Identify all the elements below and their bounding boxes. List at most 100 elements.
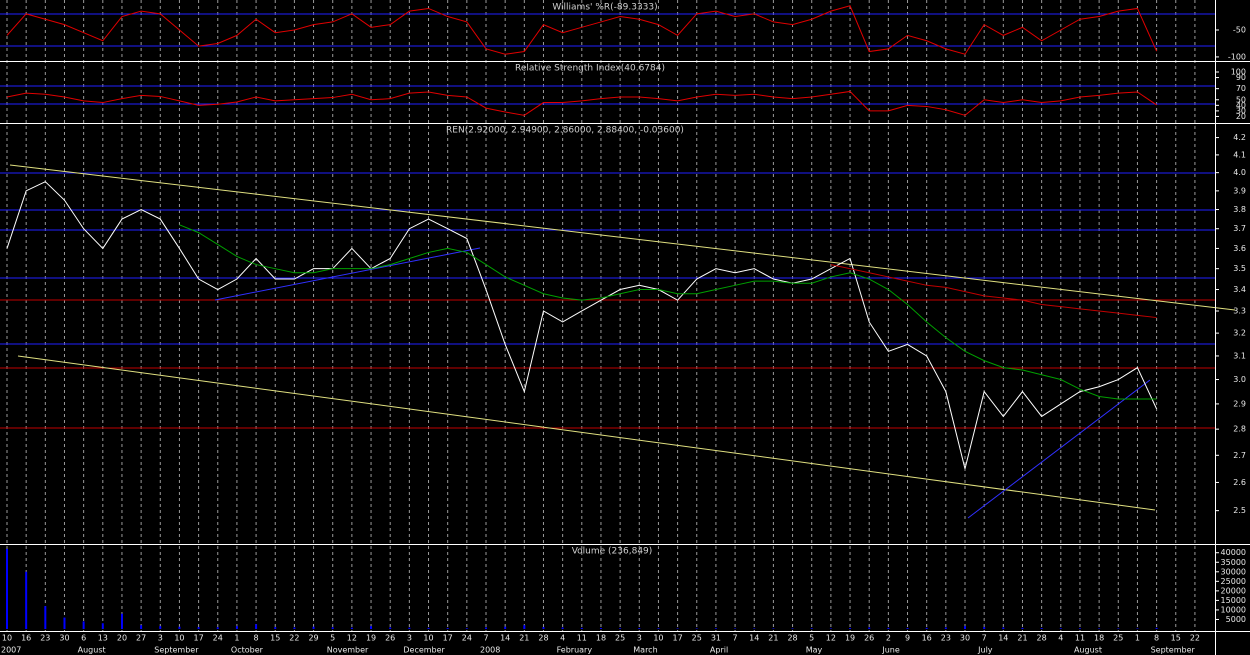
- y-tick-label: 3.8: [1233, 205, 1246, 214]
- x-tick-label: 17: [194, 634, 204, 643]
- x-month-label: March: [633, 646, 657, 655]
- volume-bar: [44, 606, 47, 629]
- y-tick-label: 2.5: [1233, 506, 1246, 515]
- x-tick-label: 23: [941, 634, 951, 643]
- volume-bar: [293, 627, 296, 629]
- y-tick-label: 3.4: [1233, 285, 1246, 294]
- week-grid: [6, 0, 1196, 631]
- y-tick-label: 10000: [1221, 605, 1246, 614]
- y-tick-label: 3.9: [1233, 186, 1246, 195]
- x-tick-label: 28: [1037, 634, 1047, 643]
- x-tick-label: 3: [158, 634, 163, 643]
- x-tick-label: 12: [347, 634, 357, 643]
- x-tick-label: 30: [59, 634, 69, 643]
- x-tick-label: 30: [960, 634, 970, 643]
- x-tick-label: 7: [733, 634, 738, 643]
- volume-bar: [235, 626, 238, 629]
- volume-bar: [370, 626, 373, 629]
- x-tick-label: 1: [234, 634, 239, 643]
- x-tick-label: 15: [270, 634, 280, 643]
- volume-bar: [868, 627, 871, 629]
- volume-bar: [159, 626, 162, 629]
- x-tick-label: 3: [637, 634, 642, 643]
- volume-bar: [1078, 628, 1081, 629]
- panel-title: Volume (236,849): [572, 547, 653, 557]
- volume-bar: [638, 628, 641, 629]
- volume-bar: [331, 627, 334, 629]
- x-tick-label: 11: [577, 634, 587, 643]
- y-tick-label: 2.9: [1233, 399, 1246, 408]
- x-tick-label: 25: [1113, 634, 1123, 643]
- trend-line: [967, 379, 1151, 519]
- volume-bar: [427, 627, 430, 629]
- x-tick-label: 9: [905, 634, 910, 643]
- x-tick-label: 21: [519, 634, 529, 643]
- y-tick-label: 15000: [1221, 596, 1246, 605]
- x-tick-label: 31: [711, 634, 721, 643]
- volume-bar: [714, 628, 717, 629]
- series-line: [179, 224, 1157, 400]
- y-tick-label: 4.1: [1233, 150, 1246, 159]
- volume-bar: [619, 628, 622, 629]
- volume-bar: [485, 627, 487, 629]
- x-tick-label: 6: [81, 634, 86, 643]
- volume-bar: [829, 628, 832, 629]
- y-tick-label: 20000: [1221, 586, 1246, 595]
- x-tick-label: 22: [1190, 634, 1200, 643]
- x-tick-label: 1: [1135, 634, 1140, 643]
- x-tick-label: 4: [1058, 634, 1063, 643]
- y-tick-label: 4.0: [1233, 168, 1246, 177]
- x-tick-label: 12: [826, 634, 836, 643]
- volume-bar: [216, 627, 219, 629]
- volume-bar: [542, 627, 545, 629]
- volume-bar: [695, 628, 698, 629]
- panel-title: Williams' %R(-89.3333): [552, 3, 657, 13]
- y-tick-label: -50: [1233, 26, 1246, 35]
- y-tick-label: 25000: [1221, 577, 1246, 586]
- y-tick-label: 3.0: [1233, 375, 1246, 384]
- volume-bar: [925, 627, 928, 629]
- x-tick-label: 21: [1017, 634, 1027, 643]
- series-line: [6, 181, 1158, 469]
- volume-bar: [676, 628, 679, 629]
- x-tick-label: 5: [330, 634, 335, 643]
- volume-bar: [101, 623, 104, 629]
- x-tick-label: 17: [443, 634, 453, 643]
- x-tick-label: 24: [213, 634, 223, 643]
- x-tick-label: 25: [692, 634, 702, 643]
- x-month-label: February: [557, 646, 593, 655]
- x-tick-label: 10: [2, 634, 12, 643]
- x-tick-label: 5: [809, 634, 814, 643]
- x-tick-label: 18: [596, 634, 606, 643]
- x-tick-label: 22: [289, 634, 299, 643]
- x-tick-label: 3: [407, 634, 412, 643]
- y-tick-label: 100: [1231, 68, 1246, 77]
- x-tick-label: 28: [538, 634, 548, 643]
- x-tick-label: 10: [174, 634, 184, 643]
- x-month-label: September: [1151, 646, 1196, 655]
- volume-bar: [1040, 628, 1043, 629]
- y-tick-label: 30000: [1221, 567, 1246, 576]
- volume-bar: [140, 625, 143, 629]
- volume-bar: [1021, 627, 1024, 629]
- volume-bar: [63, 617, 66, 629]
- y-tick-label: 40000: [1221, 548, 1246, 557]
- y-tick-label: 3.3: [1233, 306, 1246, 315]
- x-tick-label: 20: [117, 634, 127, 643]
- volume-bar: [178, 626, 181, 629]
- y-tick-label: 90: [1236, 73, 1246, 82]
- volume-bar: [791, 628, 794, 629]
- x-tick-label: 15: [1171, 634, 1181, 643]
- x-tick-label: 7: [483, 634, 488, 643]
- x-tick-label: 29: [308, 634, 318, 643]
- x-tick-label: 21: [768, 634, 778, 643]
- x-month-label: 2008: [480, 646, 500, 655]
- volume-bar: [504, 626, 507, 629]
- x-tick-label: 26: [385, 634, 395, 643]
- x-tick-label: 28: [787, 634, 797, 643]
- volume-bar: [197, 627, 200, 629]
- x-tick-label: 14: [998, 634, 1008, 643]
- y-tick-label: 3.2: [1233, 329, 1246, 338]
- panel-title: REN(2.92000, 2.94900, 2.86000, 2.88400, …: [446, 126, 684, 136]
